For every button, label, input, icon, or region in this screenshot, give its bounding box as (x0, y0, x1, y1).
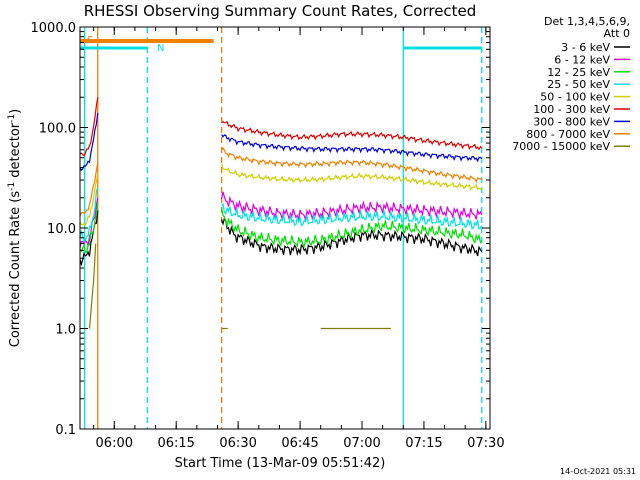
series-line (88, 243, 97, 329)
x-tick-label: 07:15 (405, 436, 442, 451)
x-axis-label: Start Time (13-Mar-09 05:51:42) (175, 456, 386, 471)
legend-label: 25 - 50 keV (547, 78, 610, 91)
legend-label: 100 - 300 keV (533, 103, 610, 116)
series-line (221, 207, 483, 249)
y-tick-label: 100.0 (39, 122, 76, 137)
series-line (79, 162, 99, 216)
y-axis-label-main: Corrected Count Rate (s (8, 191, 23, 348)
y-axis-label-end: ) (8, 109, 23, 114)
series-300-800-keV (79, 112, 483, 172)
legend-label: 800 - 7000 keV (526, 128, 610, 141)
series-line (79, 112, 99, 172)
axes-layer: 0.1 1.0 10.0 100.0 1000.0 06:00 06:15 06:30 06:4… (31, 21, 505, 451)
legend-header-line1: Det 1,3,4,5,6,9, (544, 15, 630, 28)
y-tick-label: 1000.0 (31, 21, 77, 36)
series-line (221, 202, 483, 230)
series-line (221, 146, 483, 184)
series-line (221, 191, 483, 222)
legend-label: 300 - 800 keV (533, 115, 610, 128)
legend-label: 12 - 25 keV (547, 66, 610, 79)
x-tick-label: 07:00 (343, 436, 380, 451)
series-line (79, 97, 99, 157)
x-tick-label: 06:00 (96, 436, 133, 451)
legend-label: 7000 - 15000 keV (512, 140, 610, 153)
series-12-25-keV (79, 202, 483, 254)
x-tick-label: 07:30 (467, 436, 504, 451)
legend-label: 50 - 100 keV (540, 91, 610, 104)
y-axis-label-sup1: -1 (7, 182, 17, 191)
chart-title: RHESSI Observing Summary Count Rates, Co… (84, 2, 477, 20)
series-line (221, 163, 483, 191)
series-line (79, 173, 99, 226)
legend-label: 6 - 12 keV (554, 53, 610, 66)
series-800-7000-keV (79, 146, 483, 216)
y-tick-label: 0.1 (55, 423, 76, 438)
series-line (221, 134, 483, 163)
series-line (79, 197, 99, 249)
series-50-100-keV (79, 163, 483, 226)
series-7000-15000-keV (88, 243, 391, 330)
x-tick-label: 06:45 (281, 436, 318, 451)
timestamp: 14-Oct-2021 05:31 (560, 467, 636, 476)
x-tick-label: 06:15 (157, 436, 194, 451)
y-axis-label-sup2: -1 (7, 114, 17, 123)
y-tick-label: 1.0 (55, 323, 76, 338)
night-flag-label: N (157, 43, 164, 54)
series-line (221, 120, 483, 151)
series-line (79, 187, 99, 244)
y-axis-label: Corrected Count Rate (s-1 detector-1) (7, 109, 23, 347)
y-tick-label: 10.0 (47, 222, 76, 237)
saa-flag-label: S (87, 35, 93, 46)
series-100-300-keV (79, 97, 483, 157)
series-25-50-keV (79, 187, 483, 244)
series-line (221, 216, 483, 257)
y-axis-label-mid: detector (8, 122, 23, 182)
legend-header-line2: Att 0 (604, 27, 630, 40)
x-tick-label: 06:30 (219, 436, 256, 451)
series-6-12-keV (79, 191, 483, 249)
series-line (79, 202, 99, 254)
legend-label: 3 - 6 keV (561, 41, 610, 54)
series-layer (79, 97, 483, 330)
